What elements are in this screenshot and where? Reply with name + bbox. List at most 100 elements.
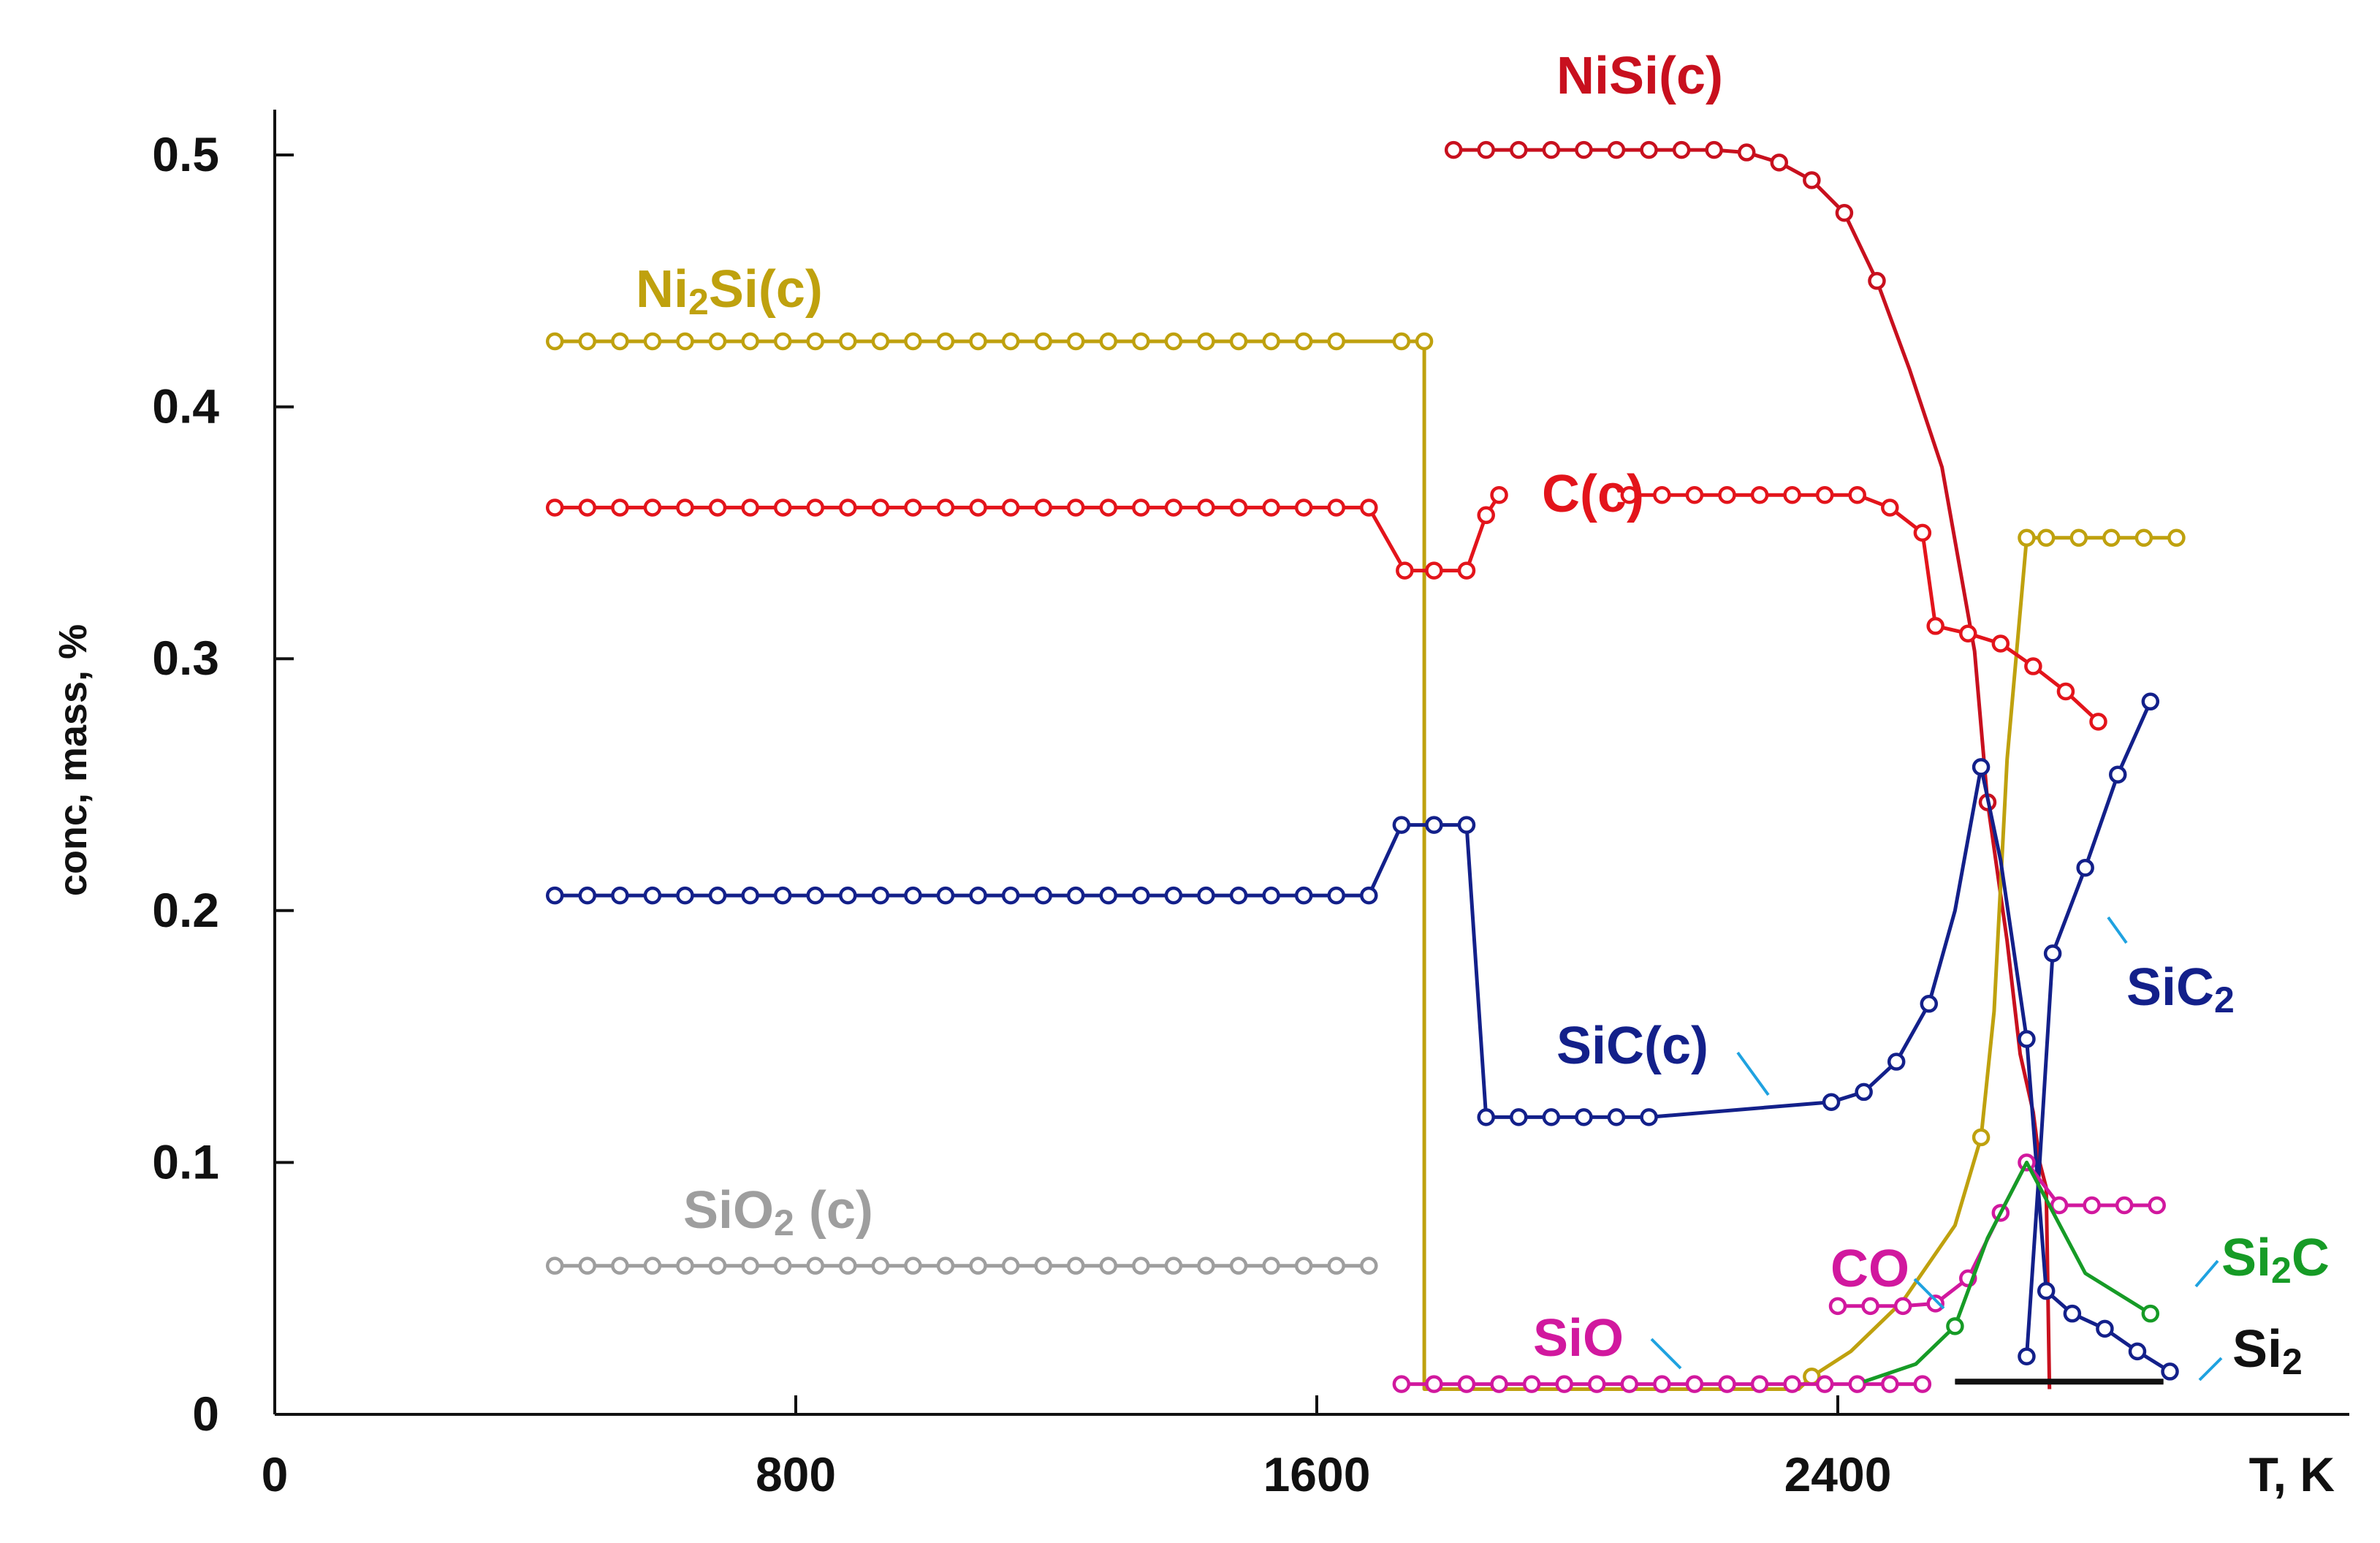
data-point [2102, 528, 2121, 547]
data-point [1881, 1375, 1899, 1393]
data-point [1099, 1256, 1118, 1275]
data-point [969, 886, 987, 905]
data-point [2108, 765, 2127, 784]
leader-lines [1650, 916, 2223, 1381]
leader-si2 [2198, 1357, 2223, 1381]
data-point [871, 1256, 890, 1275]
data-point [1294, 498, 1313, 517]
series-line [555, 493, 1501, 573]
x-tick-label: 800 [756, 1447, 836, 1501]
label-c-c-: C(c) [1542, 465, 1644, 523]
data-point [2050, 1196, 2069, 1215]
data-point [1926, 1294, 1944, 1313]
data-point [2148, 1196, 2166, 1215]
series-si2c [1863, 1160, 2160, 1384]
data-point [1327, 498, 1345, 517]
series-co [1828, 1153, 2166, 1316]
data-point [578, 332, 597, 351]
data-point [2037, 1281, 2056, 1300]
label-nisi-c-: NiSi(c) [1556, 47, 1723, 105]
data-point [1477, 506, 1495, 525]
data-point [904, 332, 922, 351]
data-point [1620, 1375, 1639, 1393]
data-point [578, 498, 597, 517]
data-point [1575, 1108, 1593, 1126]
data-point [1477, 140, 1495, 159]
data-point [2161, 1362, 2179, 1381]
data-point [904, 498, 922, 517]
data-point [708, 1256, 727, 1275]
data-point [904, 1256, 922, 1275]
data-point [1542, 1108, 1561, 1126]
data-point [1893, 1297, 1912, 1316]
data-point [1718, 1375, 1736, 1393]
data-point [2063, 1304, 2082, 1323]
series-line [1863, 1160, 2152, 1384]
data-point [1555, 1375, 1573, 1393]
data-point [806, 332, 824, 351]
data-point [676, 332, 694, 351]
data-point [1360, 498, 1378, 517]
data-point [2089, 713, 2107, 731]
data-point [773, 498, 792, 517]
data-point [1415, 332, 1434, 351]
data-point [741, 886, 759, 905]
data-point [969, 1256, 987, 1275]
data-point [1444, 140, 1463, 159]
y-tick-label: 0.1 [152, 1134, 219, 1188]
data-point [1262, 332, 1280, 351]
data-point [1066, 498, 1085, 517]
data-point [1066, 886, 1085, 905]
data-point [1001, 332, 1020, 351]
data-point [871, 332, 890, 351]
leader-si2c [2194, 1259, 2219, 1288]
series-sic-c- [545, 758, 2179, 1381]
label-sio2-c-: SiO2 (c) [683, 1181, 873, 1243]
data-point [1425, 561, 1443, 580]
data-point [1164, 1256, 1183, 1275]
data-point [741, 332, 759, 351]
data-point [1848, 1375, 1866, 1393]
data-point [2141, 1304, 2160, 1323]
data-point [1034, 498, 1052, 517]
data-point [578, 886, 597, 905]
data-point [2167, 528, 2186, 547]
label-si2: Si2 [2232, 1320, 2303, 1382]
data-point [2096, 1319, 2114, 1338]
data-point [1001, 886, 1020, 905]
data-point [806, 886, 824, 905]
data-point [1718, 485, 1736, 504]
data-point [1575, 140, 1593, 159]
series-nisi-c- [1444, 140, 2052, 1390]
data-point [1868, 272, 1886, 290]
data-point [676, 1256, 694, 1275]
data-point [1360, 886, 1378, 905]
data-point [611, 886, 629, 905]
data-point [1457, 1375, 1476, 1393]
data-point [1425, 1375, 1443, 1393]
label-sio: SiO [1533, 1309, 1624, 1368]
data-point [676, 498, 694, 517]
data-point [611, 498, 629, 517]
data-point [1262, 1256, 1280, 1275]
data-point [969, 332, 987, 351]
data-point [1396, 561, 1414, 580]
data-point [1294, 1256, 1313, 1275]
data-point [1972, 1128, 1991, 1147]
data-point [1034, 886, 1052, 905]
data-point [1640, 1108, 1658, 1126]
x-tick-label: 2400 [1784, 1447, 1892, 1501]
data-point [1164, 886, 1183, 905]
data-point [1490, 1375, 1508, 1393]
data-point [1066, 332, 1085, 351]
data-point [1828, 1297, 1847, 1316]
data-point [1066, 1256, 1085, 1275]
data-point [643, 1256, 662, 1275]
data-point [1132, 1256, 1150, 1275]
data-point [708, 332, 727, 351]
data-point [1034, 332, 1052, 351]
data-point [2069, 528, 2088, 547]
data-point [643, 498, 662, 517]
data-point [839, 332, 857, 351]
data-point [1685, 1375, 1704, 1393]
